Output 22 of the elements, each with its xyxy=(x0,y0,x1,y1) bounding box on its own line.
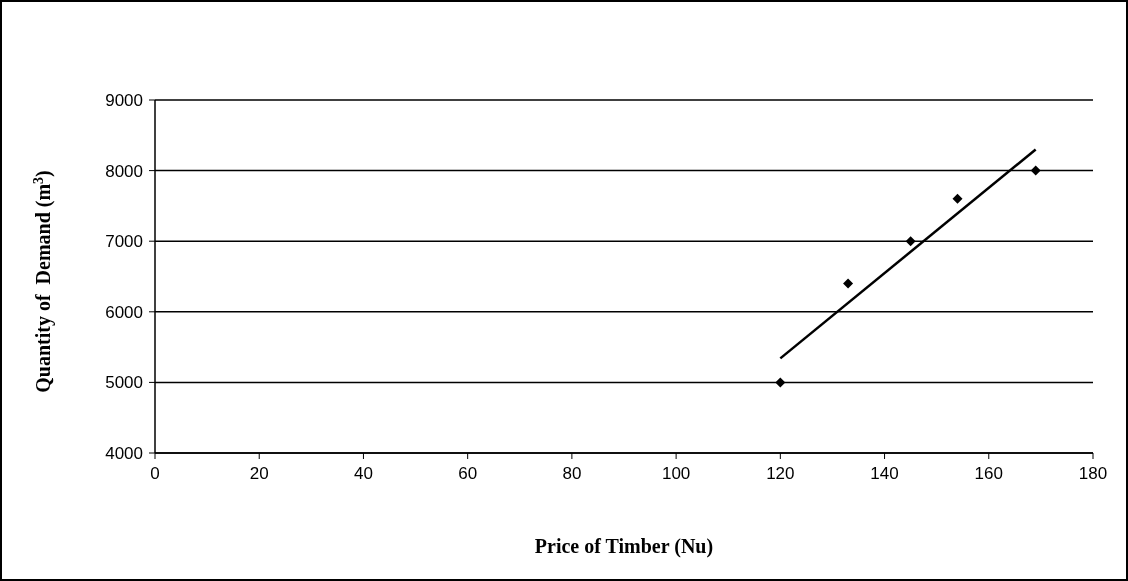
x-tick-label: 40 xyxy=(353,464,373,483)
x-tick-label: 20 xyxy=(249,464,269,483)
point xyxy=(1030,165,1041,176)
point xyxy=(775,377,786,388)
x-tick-label: 140 xyxy=(870,464,899,483)
x-tick-label: 160 xyxy=(974,464,1003,483)
y-tick-label: 8000 xyxy=(105,161,143,181)
y-tick-label: 9000 xyxy=(105,90,143,110)
x-tick-label: 60 xyxy=(458,464,478,483)
x-tick-label: 180 xyxy=(1078,464,1108,483)
x-tick-label: 80 xyxy=(562,464,582,483)
point xyxy=(952,193,963,204)
point xyxy=(843,278,854,289)
y-tick-label: 5000 xyxy=(105,373,143,393)
x-tick-label: 0 xyxy=(150,464,160,483)
y-tick-label: 4000 xyxy=(105,443,143,463)
point xyxy=(905,236,916,247)
x-tick-label: 100 xyxy=(661,464,691,483)
y-tick-label: 6000 xyxy=(105,302,143,322)
x-tick-label: 120 xyxy=(766,464,795,483)
x-axis-title: Price of Timber (Nu) xyxy=(534,535,714,558)
y-tick-label: 7000 xyxy=(105,232,143,252)
